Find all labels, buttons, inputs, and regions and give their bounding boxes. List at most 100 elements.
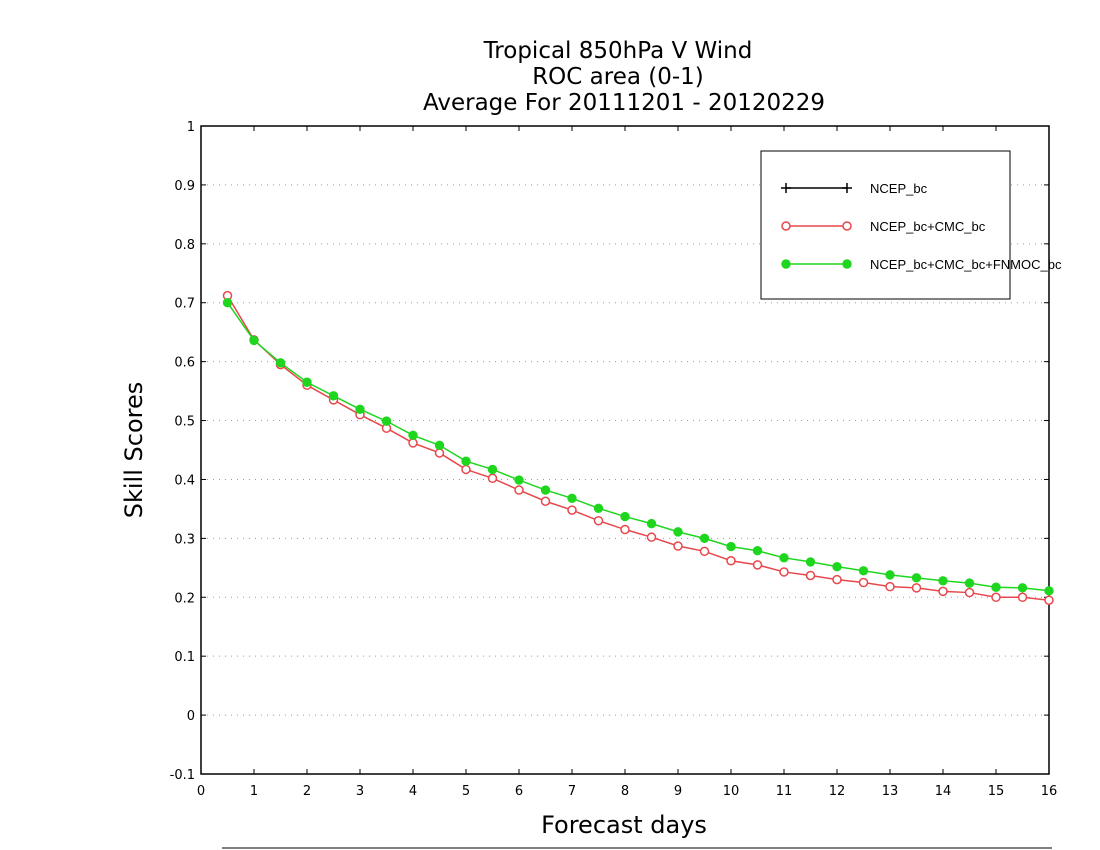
- legend-box: [760, 150, 1011, 300]
- y-tick-label: 0.3: [174, 532, 195, 547]
- data-point: [911, 573, 922, 583]
- data-point: [1017, 583, 1028, 593]
- x-tick-label: 2: [303, 784, 311, 799]
- data-point: [964, 587, 975, 598]
- data-point: [885, 570, 895, 580]
- data-point: [514, 475, 524, 485]
- x-tick-label: 9: [674, 784, 682, 799]
- data-point: [567, 493, 577, 504]
- legend-marker: [842, 221, 852, 231]
- data-point: [514, 485, 524, 495]
- x-axis-title: Forecast days: [541, 811, 707, 839]
- x-tick-label: 11: [776, 784, 793, 799]
- data-point: [779, 567, 789, 577]
- data-point: [222, 298, 233, 308]
- series-line: [226, 295, 1050, 601]
- data-point: [991, 582, 1001, 592]
- y-tick-label: -0.1: [170, 768, 195, 783]
- data-point: [487, 473, 498, 484]
- y-tick-label: 0: [187, 709, 195, 724]
- x-tick-label: 14: [935, 784, 952, 799]
- legend-label: NCEP_bc+CMC_bc: [870, 219, 986, 234]
- y-tick-label: 0.4: [174, 473, 195, 488]
- data-point: [938, 576, 948, 586]
- legend-marker: [781, 221, 791, 231]
- x-tick-label: 7: [568, 784, 576, 799]
- data-point: [991, 592, 1001, 603]
- data-point: [381, 416, 392, 426]
- data-point: [752, 546, 763, 556]
- y-tick-label: 0.2: [174, 591, 195, 606]
- data-point: [1044, 595, 1054, 605]
- x-tick-label: 0: [197, 784, 205, 799]
- data-point: [302, 377, 312, 387]
- x-tick-label: 6: [515, 784, 523, 799]
- data-point: [726, 541, 736, 552]
- data-point: [620, 511, 630, 522]
- x-tick-label: 10: [723, 784, 740, 799]
- legend: NCEP_bc NCEP_bc+CMC_bc NCEP_bc+CMC_bc+FNMO…: [760, 150, 1062, 300]
- data-point: [885, 581, 895, 592]
- data-point: [1044, 586, 1054, 596]
- legend-item-0: NCEP_bc: [781, 181, 928, 196]
- data-point: [832, 561, 842, 572]
- x-tick-label: 15: [988, 784, 1005, 799]
- data-point: [858, 577, 869, 588]
- data-point: [1017, 592, 1028, 603]
- y-axis-title: Skill Scores: [120, 382, 148, 519]
- legend-label: NCEP_bc+CMC_bc+FNMOC_bc: [870, 257, 1062, 272]
- x-tick-label: 1: [250, 784, 258, 799]
- data-point: [328, 391, 339, 401]
- legend-item-1: NCEP_bc+CMC_bc: [781, 219, 986, 234]
- data-point: [567, 505, 577, 515]
- chart-title-line-2: ROC area (0-1): [532, 64, 704, 90]
- series-line: [226, 302, 1050, 592]
- x-tick-label: 4: [409, 784, 417, 799]
- legend-marker: [781, 183, 791, 193]
- y-tick-label: 0.5: [174, 415, 195, 430]
- data-point: [673, 541, 683, 551]
- data-point: [726, 555, 736, 566]
- data-point: [805, 570, 816, 581]
- data-point: [487, 464, 498, 475]
- data-point: [540, 496, 551, 507]
- data-point: [408, 438, 418, 448]
- data-point: [461, 464, 471, 475]
- data-point: [408, 430, 418, 440]
- x-tick-label: 13: [882, 784, 899, 799]
- series-group: [222, 290, 1054, 605]
- data-point: [593, 515, 604, 526]
- data-point: [355, 404, 365, 415]
- data-point: [805, 557, 816, 567]
- data-point: [646, 532, 657, 542]
- data-point: [911, 583, 922, 593]
- data-point: [699, 533, 710, 544]
- series-1: [222, 290, 1054, 605]
- data-point: [699, 546, 710, 557]
- y-tick-label: 0.8: [174, 238, 195, 253]
- data-point: [858, 566, 869, 576]
- chart-title-line-3: Average For 20111201 - 20120229: [423, 90, 825, 116]
- x-tick-label: 8: [621, 784, 629, 799]
- axis-ticks: -0.100.10.20.30.40.50.60.70.80.910 1 2 3 4 5 6…: [170, 120, 1058, 799]
- data-point: [752, 560, 763, 570]
- data-point: [249, 335, 259, 346]
- legend-marker: [781, 259, 791, 269]
- series-2: [222, 298, 1054, 596]
- x-tick-label: 16: [1041, 784, 1058, 799]
- data-point: [938, 586, 948, 597]
- legend-marker: [842, 259, 852, 269]
- data-point: [620, 524, 630, 535]
- legend-marker: [842, 183, 852, 193]
- data-point: [434, 448, 445, 458]
- legend-item-2: NCEP_bc+CMC_bc+FNMOC_bc: [781, 257, 1062, 272]
- data-point: [673, 527, 683, 537]
- data-point: [461, 456, 471, 466]
- data-point: [964, 578, 975, 588]
- y-tick-label: 0.9: [174, 179, 195, 194]
- y-tick-label: 1: [187, 120, 195, 135]
- data-point: [646, 518, 657, 529]
- data-point: [540, 485, 551, 495]
- x-tick-label: 3: [356, 784, 364, 799]
